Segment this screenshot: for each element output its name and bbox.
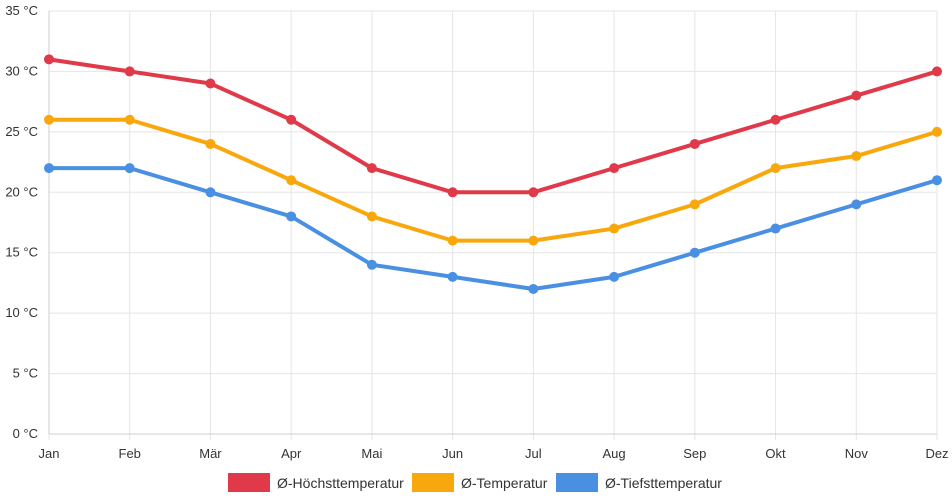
x-tick-label: Jul	[525, 446, 542, 461]
x-tick-label: Sep	[683, 446, 706, 461]
data-point[interactable]	[44, 114, 54, 125]
grid-layer	[48, 10, 938, 440]
data-point[interactable]	[124, 114, 135, 125]
x-tick-label: Jan	[39, 446, 60, 461]
data-point[interactable]	[770, 163, 781, 174]
data-point[interactable]	[124, 163, 135, 174]
data-point[interactable]	[286, 175, 297, 186]
series-line	[47, 166, 939, 291]
data-point[interactable]	[770, 114, 781, 125]
data-point[interactable]	[932, 66, 942, 77]
legend-label: Ø-Temperatur	[461, 475, 548, 491]
data-point[interactable]	[205, 138, 216, 149]
y-tick-label: 30 °C	[5, 63, 38, 78]
data-point[interactable]	[689, 199, 700, 210]
y-tick-label: 35 °C	[5, 3, 38, 18]
legend-label: Ø-Höchsttemperatur	[277, 475, 404, 491]
series-line	[47, 117, 939, 243]
data-point[interactable]	[851, 199, 862, 210]
y-tick-label: 5 °C	[13, 366, 38, 381]
data-point[interactable]	[205, 78, 216, 89]
x-tick-label: Jun	[442, 446, 463, 461]
data-point[interactable]	[447, 187, 458, 198]
data-point[interactable]	[609, 271, 620, 282]
series-line	[47, 57, 939, 195]
x-tick-label: Dez	[925, 446, 948, 461]
data-point[interactable]	[689, 138, 700, 149]
data-point[interactable]	[44, 54, 54, 65]
data-point[interactable]	[851, 90, 862, 101]
data-point[interactable]	[44, 163, 54, 174]
data-point[interactable]	[286, 211, 297, 222]
legend-item[interactable]: Ø-Höchsttemperatur	[228, 473, 404, 492]
data-point[interactable]	[770, 223, 781, 234]
data-point[interactable]	[932, 175, 942, 186]
x-tick-label: Nov	[845, 446, 869, 461]
data-point[interactable]	[528, 187, 539, 198]
data-point[interactable]	[366, 259, 377, 270]
data-point[interactable]	[528, 283, 539, 294]
data-point[interactable]	[447, 271, 458, 282]
data-point[interactable]	[447, 235, 458, 246]
x-tick-label: Okt	[765, 446, 786, 461]
data-point[interactable]	[366, 163, 377, 174]
data-point[interactable]	[528, 235, 539, 246]
legend-item[interactable]: Ø-Temperatur	[412, 473, 548, 492]
data-point[interactable]	[366, 211, 377, 222]
x-tick-label: Mär	[199, 446, 222, 461]
axis-layer: 0 °C 5 °C 10 °C 15 °C 20 °C 25 °C 30 °C 35 °C Ja…	[5, 3, 948, 461]
data-point[interactable]	[609, 163, 620, 174]
legend-item[interactable]: Ø-Tiefsttemperatur	[556, 473, 722, 492]
data-point[interactable]	[205, 187, 216, 198]
series-layer	[44, 54, 942, 294]
data-point[interactable]	[609, 223, 620, 234]
x-tick-label: Aug	[603, 446, 626, 461]
y-tick-label: 20 °C	[5, 184, 38, 199]
data-point[interactable]	[851, 151, 862, 162]
data-point[interactable]	[286, 114, 297, 125]
legend-swatch	[228, 473, 270, 492]
y-tick-label: 0 °C	[13, 426, 38, 441]
y-tick-label: 10 °C	[5, 305, 38, 320]
data-point[interactable]	[124, 66, 135, 77]
data-point[interactable]	[932, 126, 942, 137]
legend-label: Ø-Tiefsttemperatur	[605, 475, 722, 491]
x-tick-label: Apr	[281, 446, 302, 461]
x-tick-label: Feb	[119, 446, 141, 461]
y-tick-label: 25 °C	[5, 124, 38, 139]
y-tick-label: 15 °C	[5, 245, 38, 260]
legend-swatch	[412, 473, 454, 492]
x-tick-label: Mai	[361, 446, 382, 461]
legend[interactable]: Ø-Höchsttemperatur Ø-Temperatur Ø-Tiefstte…	[228, 473, 722, 492]
legend-swatch	[556, 473, 598, 492]
data-point[interactable]	[689, 247, 700, 258]
